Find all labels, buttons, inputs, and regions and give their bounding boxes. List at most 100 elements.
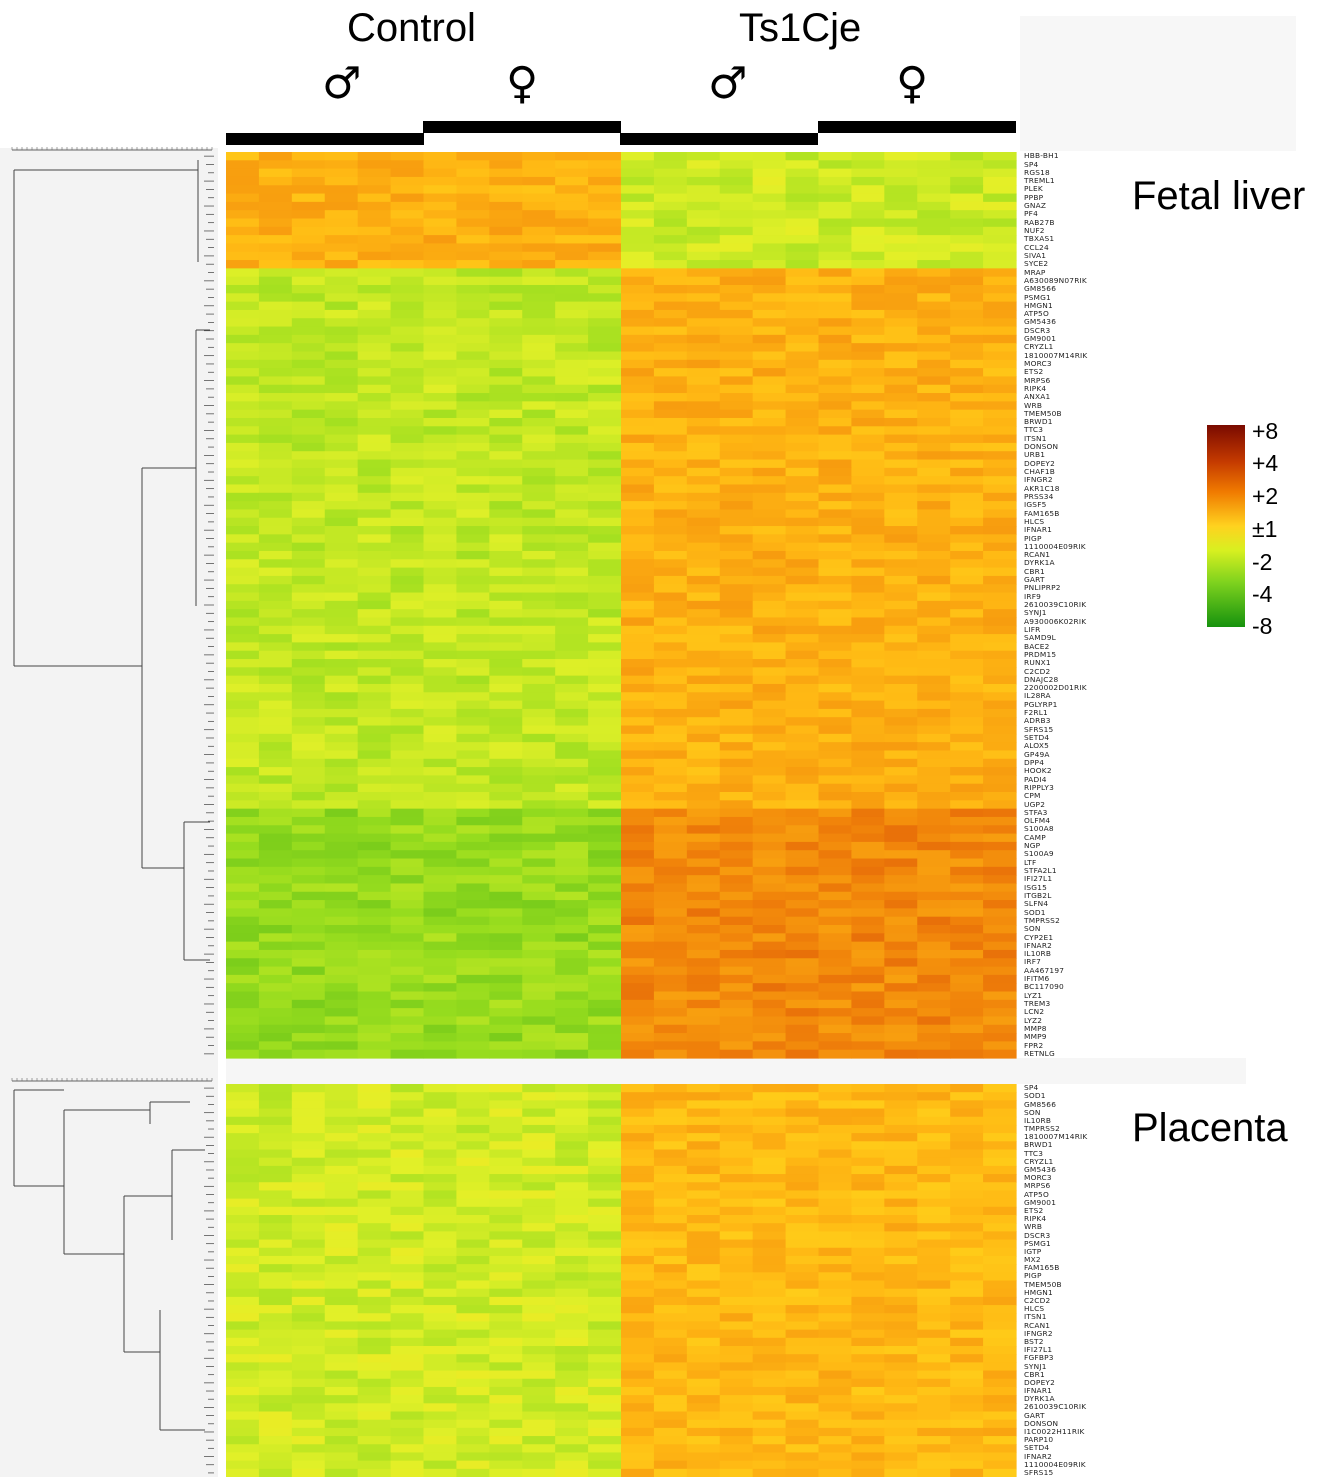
heatmap-cell [423,1165,458,1175]
heatmap-cell [456,318,490,328]
heatmap-cell [226,600,260,610]
heatmap-cell [324,858,359,868]
heatmap-cell [752,1215,787,1224]
heatmap-cell [489,1337,523,1347]
heatmap-cell [719,1049,754,1059]
heatmap-cell [884,1157,918,1167]
heatmap-cell [456,326,490,336]
heatmap-cell [884,634,918,643]
heatmap-cell [291,700,326,710]
heatmap-cell [917,318,951,328]
heatmap-cell [357,1033,392,1042]
heatmap-cell [324,1223,359,1232]
heatmap-cell [621,492,655,502]
heatmap-cell [555,1255,589,1265]
heatmap-cell [522,792,556,801]
heatmap-cell [653,351,688,361]
heatmap-cell [785,201,820,211]
heatmap-cell [423,1124,458,1134]
heatmap-cell [522,1206,556,1216]
heatmap-cell [522,974,556,984]
heatmap-cell [917,1124,951,1134]
heatmap-cell [291,260,326,269]
heatmap-cell [489,1198,523,1208]
heatmap-cell [226,941,260,951]
heatmap-cell [324,933,359,943]
gene-label: A930006K02RIK [1024,616,1087,626]
heatmap-cell [653,284,688,294]
heatmap-cell [752,368,787,378]
heatmap-cell [226,609,260,619]
heatmap-cell [258,858,293,868]
heatmap-cell [390,974,425,984]
heatmap-cell [357,1264,392,1273]
heatmap-cell [752,708,787,718]
heatmap-cell [950,426,984,436]
heatmap-cell [851,226,885,236]
heatmap-cell [423,999,458,1009]
heatmap-cell [390,916,425,926]
heatmap-cell [489,301,523,311]
heatmap-cell [950,1337,984,1347]
heatmap-cell [291,301,326,311]
heatmap-cell [522,825,556,835]
heatmap-cell [390,1108,425,1118]
heatmap-cell [884,1378,918,1388]
heatmap-cell [324,592,359,602]
heatmap-cell [489,284,523,294]
heatmap-cell [719,1411,754,1421]
heatmap-cell [291,1133,326,1142]
heatmap-cell [423,833,458,843]
heatmap-cell [884,550,918,560]
heatmap-cell [950,359,984,369]
heatmap-cell [621,251,655,261]
color-scale-bar [1207,425,1245,627]
heatmap-cell [653,1033,688,1042]
heatmap-cell [489,210,523,220]
gene-label: GNAZ [1024,201,1047,210]
heatmap-cell [752,1100,787,1110]
heatmap-cell [621,1378,655,1388]
heatmap-cell [621,858,655,868]
heatmap-cell [686,284,721,294]
heatmap-cell [818,1395,853,1404]
gene-label: 1110004E09RIK [1024,541,1086,551]
heatmap-cell [291,1452,326,1462]
heatmap-cell [719,193,754,203]
heatmap-cell [818,783,853,793]
heatmap-cell [917,775,951,785]
heatmap-cell [851,1427,885,1437]
heatmap-cell [357,484,392,494]
heatmap-cell [226,559,260,569]
heatmap-cell [522,1174,556,1183]
heatmap-cell [423,742,458,752]
heatmap-cell [226,1033,260,1042]
heatmap-cell [357,625,392,635]
heatmap-cell [390,825,425,835]
heatmap-cell [719,717,754,727]
heatmap-cell [785,675,820,685]
heatmap-cell [357,600,392,610]
heatmap-cell [884,409,918,419]
heatmap-cell [390,517,425,527]
heatmap-cell [818,958,853,968]
heatmap-cell [324,1362,359,1372]
heatmap-cell [423,1141,458,1151]
heatmap-cell [686,783,721,793]
heatmap-cell [818,1272,853,1282]
heatmap-cell [851,185,885,195]
heatmap-cell [686,650,721,660]
heatmap-cell [917,825,951,835]
heatmap-cell [258,417,293,427]
heatmap-cell [522,592,556,602]
heatmap-cell [489,1008,523,1018]
heatmap-cell [258,800,293,810]
heatmap-cell [489,309,523,319]
heatmap-cell [390,866,425,876]
heatmap-cell [851,1182,885,1192]
heatmap-cell [226,999,260,1009]
heatmap-cell [917,384,951,394]
heatmap-cell [456,1329,490,1339]
heatmap-cell [950,384,984,394]
heatmap-cell [621,1419,655,1429]
